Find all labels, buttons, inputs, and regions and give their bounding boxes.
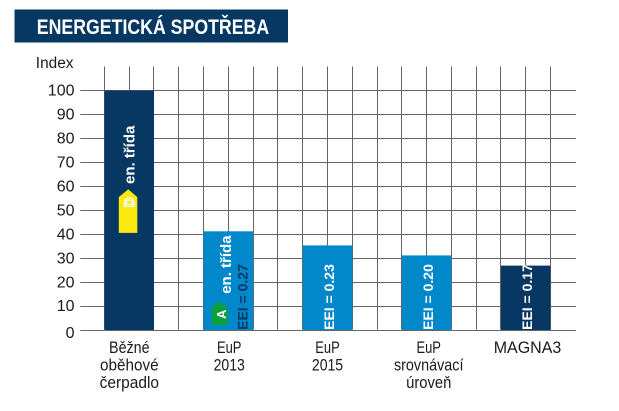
svg-text:D: D [122,197,137,207]
svg-text:Běžné: Běžné [109,339,150,357]
svg-text:30: 30 [57,250,75,267]
svg-text:70: 70 [57,155,75,172]
svg-text:úroveň: úroveň [406,374,451,392]
svg-text:EEI = 0.23: EEI = 0.23 [321,264,337,330]
svg-text:EEI = 0.20: EEI = 0.20 [420,264,436,330]
svg-text:MAGNA3: MAGNA3 [494,339,562,358]
svg-text:EuP: EuP [416,338,441,357]
svg-text:en. třída: en. třída [218,235,235,294]
svg-text:oběhové: oběhové [100,356,159,375]
svg-text:EuP: EuP [315,338,340,357]
svg-text:2013: 2013 [214,356,245,375]
svg-text:srovnávací: srovnávací [394,357,464,375]
svg-text:2015: 2015 [312,356,344,375]
svg-text:EuP: EuP [217,338,242,357]
svg-text:80: 80 [57,131,75,148]
svg-text:EEI = 0.17: EEI = 0.17 [519,264,535,330]
svg-text:100: 100 [48,83,75,100]
svg-text:Index: Index [36,55,74,72]
svg-text:20: 20 [57,274,75,291]
svg-text:60: 60 [57,179,75,196]
svg-text:10: 10 [57,298,75,315]
svg-text:ENERGETICKÁ SPOTŘEBA: ENERGETICKÁ SPOTŘEBA [37,13,269,39]
svg-text:EEI = 0.27: EEI = 0.27 [235,264,251,330]
svg-text:A: A [214,309,229,319]
svg-text:40: 40 [57,226,75,243]
svg-text:čerpadlo: čerpadlo [100,374,159,393]
svg-text:90: 90 [57,107,75,124]
svg-text:en. třída: en. třída [121,125,138,184]
svg-text:50: 50 [57,202,75,219]
svg-text:0: 0 [66,325,75,342]
